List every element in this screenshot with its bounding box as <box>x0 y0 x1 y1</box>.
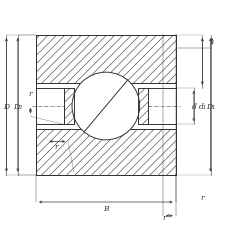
Text: d₁: d₁ <box>198 103 205 111</box>
Polygon shape <box>63 88 74 125</box>
Text: d: d <box>191 103 196 111</box>
Circle shape <box>72 73 139 140</box>
Text: D: D <box>3 103 9 111</box>
Text: r: r <box>200 194 203 202</box>
Text: r: r <box>55 142 58 150</box>
Text: r: r <box>28 90 32 98</box>
Text: r: r <box>162 213 165 221</box>
Text: B: B <box>103 204 108 212</box>
Polygon shape <box>36 36 175 84</box>
Polygon shape <box>36 129 175 175</box>
Text: D₂: D₂ <box>13 103 22 111</box>
Polygon shape <box>137 88 147 125</box>
Text: D₁: D₁ <box>205 103 214 111</box>
Polygon shape <box>36 84 175 129</box>
